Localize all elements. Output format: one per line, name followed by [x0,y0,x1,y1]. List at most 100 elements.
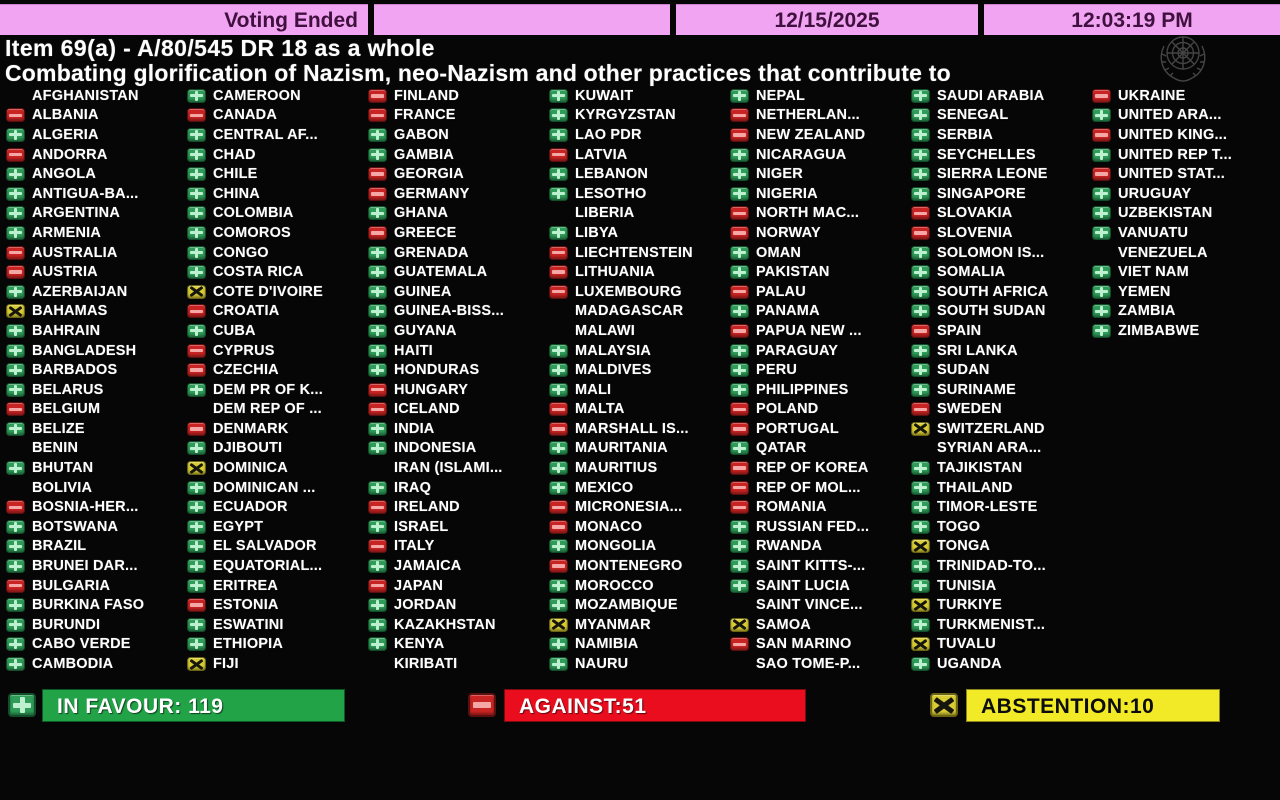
abstention-icon [930,693,958,717]
country-name: TRINIDAD-TO... [937,558,1046,575]
country-name: UKRAINE [1118,87,1186,104]
country-row: SYRIAN ARA... [911,439,1092,459]
country-name: SOMALIA [937,264,1006,281]
country-row: VENEZUELA [1092,243,1273,263]
country-row: QATAR [730,439,911,459]
country-name: ALBANIA [32,107,99,124]
country-row: NAURU [549,654,730,674]
country-row: BURUNDI [6,615,187,635]
against-icon [368,382,387,397]
in-favour-icon [187,147,206,162]
country-name: ETHIOPIA [213,636,284,653]
in-favour-icon [911,657,930,672]
country-name: TURKMENIST... [937,616,1046,633]
country-row: REP OF KOREA [730,458,911,478]
in-favour-icon [187,265,206,280]
in-favour-icon [730,382,749,397]
in-favour-icon [911,480,930,495]
in-favour-icon [730,578,749,593]
country-row: BELARUS [6,380,187,400]
against-icon [187,421,206,436]
country-row: BENIN [6,439,187,459]
in-favour-icon [549,363,568,378]
country-row: GHANA [368,204,549,224]
country-row: SINGAPORE [911,184,1092,204]
in-favour-icon [187,480,206,495]
in-favour-icon [730,363,749,378]
country-name: DEM REP OF ... [213,401,322,418]
country-row: NICARAGUA [730,145,911,165]
country-row: DOMINICA [187,458,368,478]
country-name: HAITI [394,342,433,359]
country-name: EQUATORIAL... [213,558,323,575]
country-row: BANGLADESH [6,341,187,361]
country-row: SURINAME [911,380,1092,400]
country-name: PANAMA [756,303,820,320]
country-row: VIET NAM [1092,262,1273,282]
country-name: LAO PDR [575,126,642,143]
country-row: HUNGARY [368,380,549,400]
abstention-icon [549,617,568,632]
country-name: UNITED KING... [1118,126,1228,143]
country-row: SIERRA LEONE [911,164,1092,184]
against-icon [368,578,387,593]
in-favour-icon [1092,186,1111,201]
country-row: LEBANON [549,164,730,184]
against-icon [6,265,25,280]
in-favour-icon [368,206,387,221]
country-name: SRI LANKA [937,342,1018,359]
country-name: MADAGASCAR [575,303,684,320]
in-favour-icon [187,382,206,397]
in-favour-icon [6,637,25,652]
country-row: NETHERLAN... [730,106,911,126]
country-name: CENTRAL AF... [213,126,318,143]
country-name: TOGO [937,518,981,535]
country-name: NORTH MAC... [756,205,860,222]
country-row: JAPAN [368,576,549,596]
country-name: IRAN (ISLAMI... [394,460,503,477]
country-name: EL SALVADOR [213,538,317,555]
country-name: SWEDEN [937,401,1002,418]
country-name: LATVIA [575,146,628,163]
in-favour-icon [368,343,387,358]
in-favour-icon [549,382,568,397]
country-name: ITALY [394,538,435,555]
country-name: SUDAN [937,362,990,379]
country-name: BOLIVIA [32,479,93,496]
in-favour-icon [911,519,930,534]
country-name: SURINAME [937,381,1016,398]
against-icon [549,519,568,534]
country-row: VANUATU [1092,223,1273,243]
country-name: YEMEN [1118,283,1171,300]
country-name: LESOTHO [575,185,647,202]
country-row: EGYPT [187,517,368,537]
country-name: CYPRUS [213,342,275,359]
country-name: GRENADA [394,244,469,261]
country-name: PERU [756,362,798,379]
country-row: ANTIGUA-BA... [6,184,187,204]
country-name: MONTENEGRO [575,558,683,575]
abstention-total: ABSTENTION:10 [966,689,1220,722]
in-favour-icon [730,441,749,456]
country-row: CHAD [187,145,368,165]
country-row: MONGOLIA [549,537,730,557]
country-row: TURKIYE [911,595,1092,615]
country-row: KUWAIT [549,86,730,106]
country-row: TRINIDAD-TO... [911,556,1092,576]
in-favour-icon [911,127,930,142]
country-row: SUDAN [911,360,1092,380]
country-name: INDONESIA [394,440,477,457]
country-row: BRAZIL [6,537,187,557]
country-name: SAINT LUCIA [756,577,851,594]
country-row: LUXEMBOURG [549,282,730,302]
country-row: MICRONESIA... [549,497,730,517]
in-favour-icon [730,265,749,280]
abstention-icon [187,284,206,299]
country-name: ISRAEL [394,518,449,535]
country-row: ESTONIA [187,595,368,615]
country-row: CAMEROON [187,86,368,106]
country-row: ALGERIA [6,125,187,145]
no-vote-placeholder [368,657,387,671]
in-favour-icon [368,617,387,632]
country-row: LATVIA [549,145,730,165]
